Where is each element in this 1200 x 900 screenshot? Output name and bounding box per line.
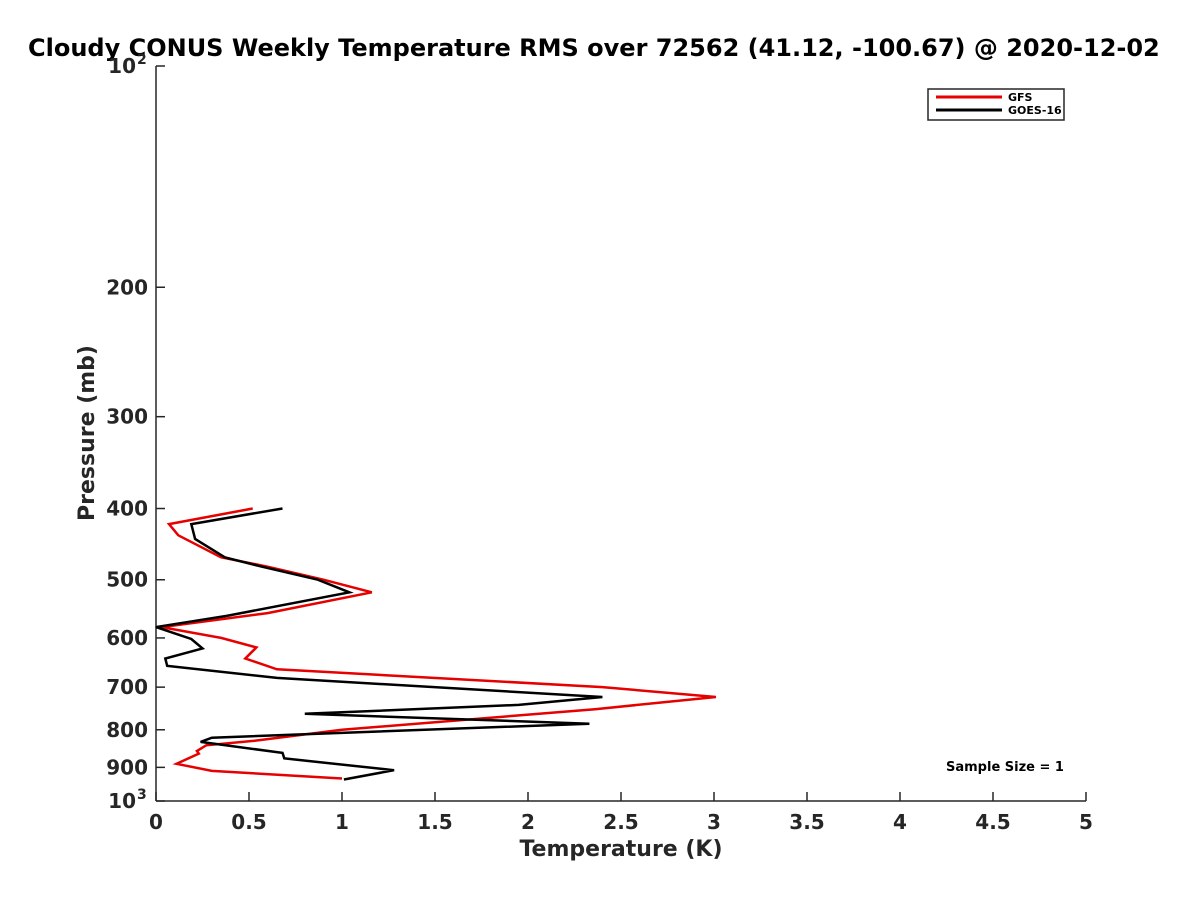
x-tick-label: 2	[521, 810, 535, 834]
y-tick-label: 400	[106, 497, 148, 521]
y-tick-label: 700	[106, 675, 148, 699]
y-tick-label: 600	[106, 626, 148, 650]
x-tick-label: 0.5	[231, 810, 266, 834]
y-tick-label: 800	[106, 718, 148, 742]
x-tick-label: 3.5	[789, 810, 824, 834]
y-tick-label: 10	[108, 54, 136, 78]
x-tick-label: 1	[335, 810, 349, 834]
legend-label-gfs: GFS	[1008, 91, 1033, 104]
x-tick-label: 2.5	[603, 810, 638, 834]
y-tick-label: 900	[106, 755, 148, 779]
x-tick-label: 0	[149, 810, 163, 834]
sample-size-annotation: Sample Size = 1	[946, 760, 1064, 775]
y-tick-exponent: 3	[137, 787, 147, 803]
legend-box	[927, 88, 1065, 121]
y-tick-exponent: 2	[137, 52, 147, 68]
y-tick-label: 500	[106, 568, 148, 592]
chart-title: Cloudy CONUS Weekly Temperature RMS over…	[28, 34, 1160, 62]
y-tick-label: 300	[106, 405, 148, 429]
x-tick-label: 4	[893, 810, 907, 834]
series-line-goes-16	[155, 507, 603, 781]
x-ticks: 0 0.5 1 1.5 2 2.5 3 3.5 4 4.5 5	[149, 792, 1093, 834]
y-axis-label: Pressure (mb)	[75, 345, 100, 521]
y-tick-label: 10	[108, 789, 136, 813]
x-tick-label: 1.5	[417, 810, 452, 834]
series-layer	[155, 507, 717, 781]
y-tick-label: 200	[106, 275, 148, 299]
legend-label-goes-16: GOES-16	[1008, 104, 1062, 117]
x-tick-label: 3	[707, 810, 721, 834]
x-axis-label: Temperature (K)	[519, 837, 722, 862]
x-tick-label: 5	[1079, 810, 1093, 834]
x-tick-label: 4.5	[975, 810, 1010, 834]
legend: GFS GOES-16	[927, 88, 1065, 121]
